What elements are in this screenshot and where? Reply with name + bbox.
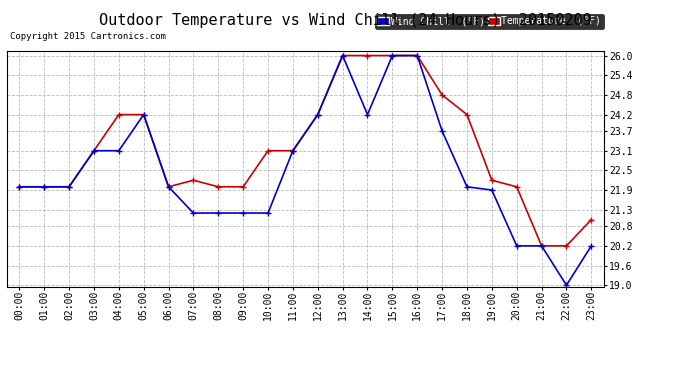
Text: Outdoor Temperature vs Wind Chill (24 Hours)  20150209: Outdoor Temperature vs Wind Chill (24 Ho…: [99, 13, 591, 28]
Text: Copyright 2015 Cartronics.com: Copyright 2015 Cartronics.com: [10, 32, 166, 41]
Legend: Wind Chill  (°F), Temperature  (°F): Wind Chill (°F), Temperature (°F): [375, 14, 604, 29]
